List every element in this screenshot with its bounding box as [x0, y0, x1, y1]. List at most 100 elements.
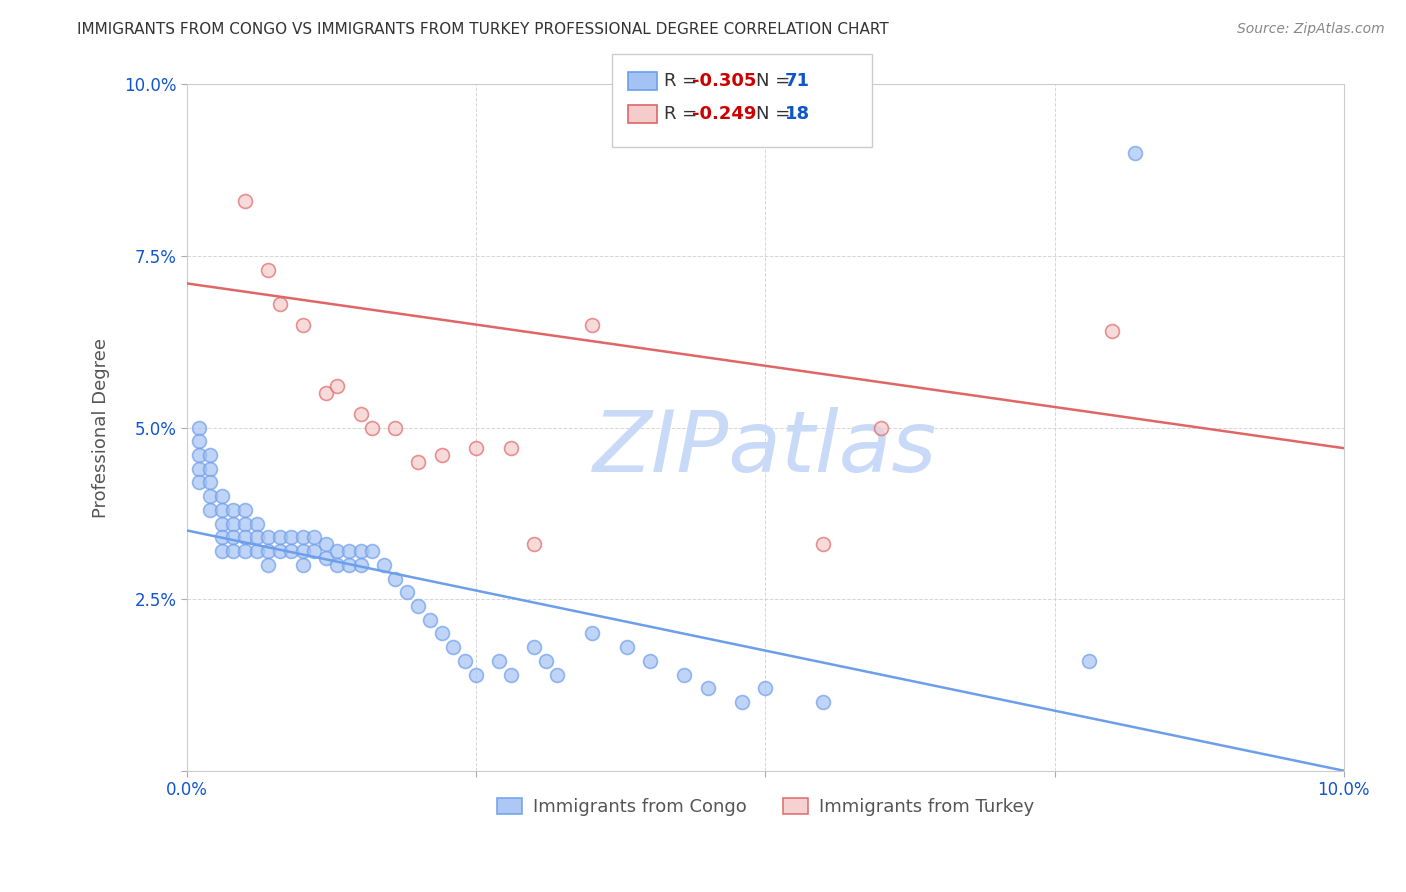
Point: [211, 516, 233, 531]
Point: [441, 640, 464, 655]
Point: [488, 654, 510, 668]
Point: [211, 503, 233, 517]
Point: [315, 537, 337, 551]
Point: [187, 420, 209, 434]
Point: [291, 318, 314, 332]
Point: [233, 503, 256, 517]
Point: [499, 441, 522, 455]
Text: R =: R =: [664, 105, 703, 123]
Text: R =: R =: [664, 72, 703, 90]
Point: [361, 420, 384, 434]
Point: [315, 386, 337, 401]
Point: [257, 558, 280, 572]
Point: [523, 640, 546, 655]
Point: [616, 640, 638, 655]
Point: [187, 461, 209, 475]
Point: [257, 530, 280, 544]
Point: [280, 530, 302, 544]
Point: [534, 654, 557, 668]
Point: [200, 503, 222, 517]
Point: [1101, 325, 1123, 339]
Point: [696, 681, 718, 696]
Point: [269, 544, 291, 558]
Point: [337, 558, 360, 572]
Point: [813, 537, 835, 551]
Point: [454, 654, 477, 668]
Point: [233, 194, 256, 208]
Point: [326, 544, 349, 558]
Text: N =: N =: [756, 105, 796, 123]
Point: [581, 626, 603, 640]
Point: [465, 667, 488, 681]
Point: [291, 558, 314, 572]
Point: [384, 572, 406, 586]
Text: -0.305: -0.305: [692, 72, 756, 90]
Point: [269, 297, 291, 311]
Point: [315, 551, 337, 566]
Point: [523, 537, 546, 551]
Point: [222, 530, 245, 544]
Point: [581, 318, 603, 332]
Point: [349, 544, 371, 558]
Point: [419, 613, 441, 627]
Point: [499, 667, 522, 681]
Point: [200, 461, 222, 475]
Point: [200, 489, 222, 503]
Point: [384, 420, 406, 434]
Point: [211, 544, 233, 558]
Point: [337, 544, 360, 558]
Point: [304, 530, 326, 544]
Text: N =: N =: [756, 72, 796, 90]
Point: [373, 558, 395, 572]
Point: [465, 441, 488, 455]
Point: [269, 530, 291, 544]
Text: Source: ZipAtlas.com: Source: ZipAtlas.com: [1237, 22, 1385, 37]
Point: [222, 516, 245, 531]
Text: 71: 71: [785, 72, 810, 90]
Y-axis label: Professional Degree: Professional Degree: [93, 337, 110, 517]
Point: [638, 654, 661, 668]
Point: [870, 420, 893, 434]
Point: [245, 530, 267, 544]
Point: [222, 544, 245, 558]
Point: [187, 475, 209, 490]
Point: [430, 448, 453, 462]
Point: [222, 503, 245, 517]
Point: [233, 530, 256, 544]
Point: [200, 475, 222, 490]
Point: [1125, 146, 1147, 161]
Point: [245, 544, 267, 558]
Text: ZIPatlas: ZIPatlas: [593, 407, 938, 490]
Point: [257, 262, 280, 277]
Point: [326, 379, 349, 393]
Point: [754, 681, 776, 696]
Point: [408, 455, 430, 469]
Point: [257, 544, 280, 558]
Point: [187, 448, 209, 462]
Point: [280, 544, 302, 558]
Point: [395, 585, 418, 599]
Text: IMMIGRANTS FROM CONGO VS IMMIGRANTS FROM TURKEY PROFESSIONAL DEGREE CORRELATION : IMMIGRANTS FROM CONGO VS IMMIGRANTS FROM…: [77, 22, 889, 37]
Point: [233, 516, 256, 531]
Point: [731, 695, 754, 709]
Point: [187, 434, 209, 449]
Point: [211, 489, 233, 503]
Point: [211, 530, 233, 544]
Point: [349, 558, 371, 572]
Point: [673, 667, 696, 681]
Point: [200, 448, 222, 462]
Text: 18: 18: [785, 105, 810, 123]
Point: [546, 667, 568, 681]
Point: [408, 599, 430, 613]
Text: -0.249: -0.249: [692, 105, 756, 123]
Point: [349, 407, 371, 421]
Point: [245, 516, 267, 531]
Point: [233, 544, 256, 558]
Legend: Immigrants from Congo, Immigrants from Turkey: Immigrants from Congo, Immigrants from T…: [489, 790, 1042, 823]
Point: [430, 626, 453, 640]
Point: [813, 695, 835, 709]
Point: [304, 544, 326, 558]
Point: [326, 558, 349, 572]
Point: [361, 544, 384, 558]
Point: [1078, 654, 1101, 668]
